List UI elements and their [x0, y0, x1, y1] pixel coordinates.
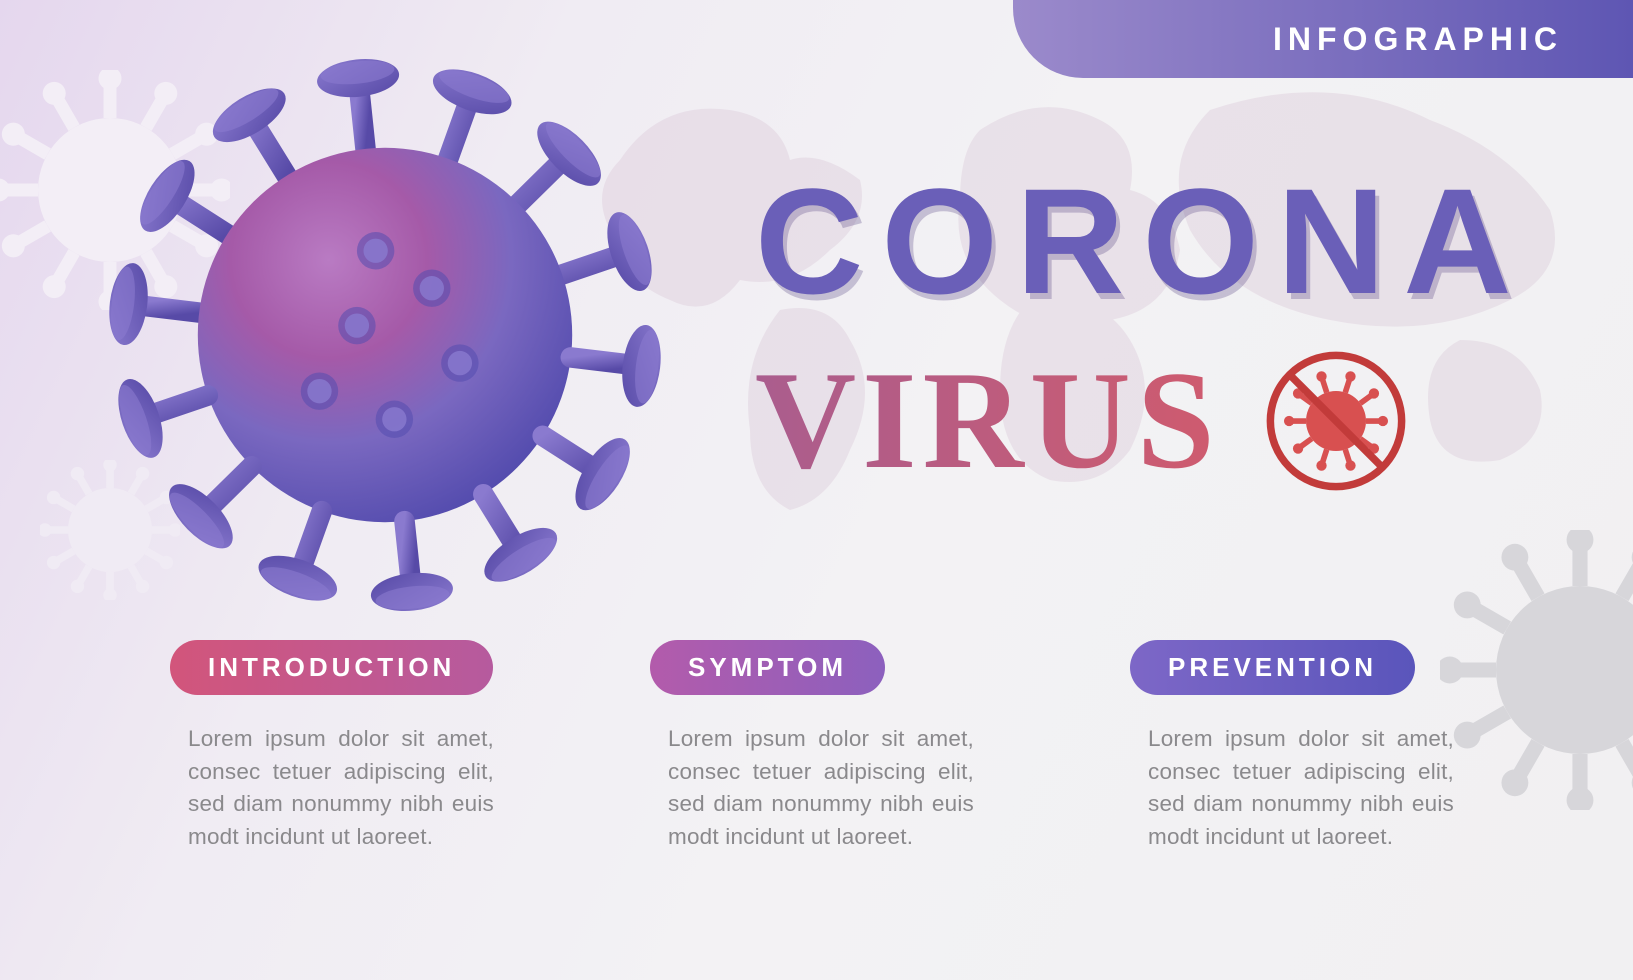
section-pill: SYMPTOM	[650, 640, 885, 695]
section-pill: PREVENTION	[1130, 640, 1415, 695]
badge-label: INFOGRAPHIC	[1273, 21, 1563, 58]
title-line-1-text: CORONA	[755, 157, 1530, 325]
section-pill: INTRODUCTION	[170, 640, 493, 695]
section-body: Lorem ipsum dolor sit amet, consec tetue…	[1130, 723, 1460, 854]
sections-row: INTRODUCTION Lorem ipsum dolor sit amet, …	[170, 640, 1460, 854]
title-line-1: CORONA CORONA	[755, 155, 1530, 328]
title-line-2-row: VIRUS	[755, 340, 1411, 501]
section-column: PREVENTION Lorem ipsum dolor sit amet, co…	[1130, 640, 1460, 854]
title-line-2-text: VIRUS	[755, 340, 1221, 501]
infographic-badge: INFOGRAPHIC	[1013, 0, 1633, 78]
section-body: Lorem ipsum dolor sit amet, consec tetue…	[650, 723, 980, 854]
infographic-canvas: INFOGRAPHIC	[0, 0, 1633, 980]
section-column: SYMPTOM Lorem ipsum dolor sit amet, conse…	[650, 640, 980, 854]
section-column: INTRODUCTION Lorem ipsum dolor sit amet, …	[170, 640, 500, 854]
ghost-virus-icon	[1440, 530, 1633, 815]
no-virus-icon	[1261, 346, 1411, 496]
virus-main-illustration	[105, 55, 665, 620]
section-body: Lorem ipsum dolor sit amet, consec tetue…	[170, 723, 500, 854]
